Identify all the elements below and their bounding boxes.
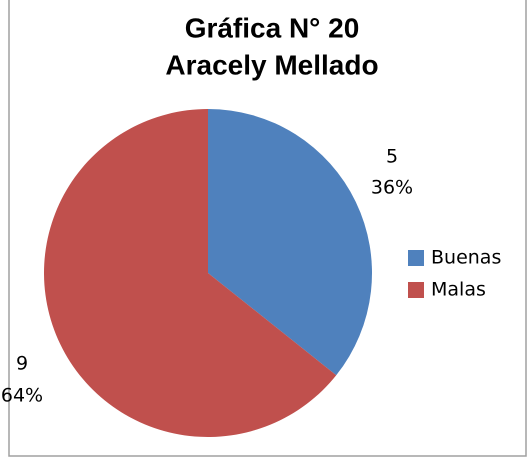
legend-swatch — [408, 250, 424, 266]
pie-slice — [43, 109, 337, 437]
chart-border — [8, 0, 527, 457]
data-label: 5 — [386, 146, 398, 168]
legend-label: Malas — [431, 279, 486, 301]
legend-label: Buenas — [431, 247, 501, 269]
data-label: 36% — [371, 177, 413, 199]
data-label: 9 — [16, 353, 28, 375]
chart-title: Aracely Mellado — [165, 49, 378, 80]
pie-slice — [208, 109, 372, 376]
legend-swatch — [408, 282, 424, 298]
data-label: 64% — [1, 385, 43, 407]
chart-title: Gráfica N° 20 — [185, 12, 360, 43]
